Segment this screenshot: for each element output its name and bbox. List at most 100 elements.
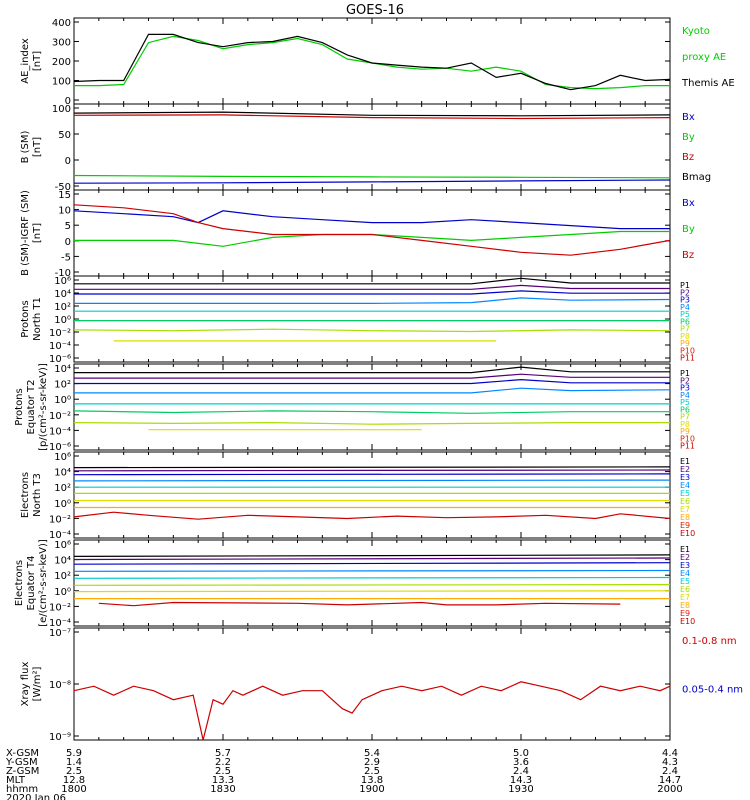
- legend-entry: P9: [680, 427, 690, 436]
- series-line-0: [74, 277, 670, 285]
- y-tick-label: 10⁶: [54, 452, 71, 463]
- legend-entry: By: [682, 224, 695, 235]
- y-tick-label: 10⁻²: [49, 411, 71, 422]
- legend-entry: P4: [680, 303, 690, 312]
- series-line-6: [73, 328, 671, 333]
- y-tick-label: 10⁴: [54, 468, 71, 479]
- series-line-3: [73, 569, 671, 572]
- series-line-8: [98, 601, 621, 607]
- y-tick-label: 400: [52, 18, 71, 29]
- legend-entry: P7: [680, 325, 690, 334]
- y-tick-label: 10⁻⁸: [49, 680, 71, 691]
- legend-entry: E4: [680, 481, 690, 490]
- footer-value-mlt: 12.8: [63, 775, 85, 786]
- series-line-0: [73, 681, 671, 741]
- legend-entry: P2: [680, 376, 690, 385]
- y-tick-label: 200: [52, 57, 71, 68]
- plot-title: GOES-16: [346, 3, 404, 18]
- legend-entry: P5: [680, 398, 690, 407]
- y-tick-label: 0: [65, 156, 71, 167]
- legend-entry: proxy AE: [682, 52, 726, 63]
- panel-frame: [73, 627, 671, 741]
- panel-frame: [73, 539, 671, 627]
- footer-value-mlt: 14.3: [510, 775, 532, 786]
- y-tick-label: 15: [58, 190, 71, 201]
- footer-row-label: Y-GSM: [5, 757, 38, 768]
- y-axis-label: ProtonsEquator T2[p/(cm²-s-sr-keV)]: [14, 363, 49, 451]
- y-tick-label: -50: [55, 182, 71, 193]
- legend-entry: E4: [680, 569, 690, 578]
- series-line-2: [73, 473, 671, 476]
- y-tick-label: 10⁻²: [49, 602, 71, 613]
- legend-entry: E5: [680, 577, 690, 586]
- panel-2: -10 -5 0 5 10 15 B (SM)-IGRF (SM)[nT] Bx By Bz: [20, 189, 695, 279]
- y-tick-label: 5: [65, 221, 71, 232]
- legend-entry: E1: [680, 545, 690, 554]
- legend-entry: P8: [680, 420, 690, 429]
- panel-0: 0 100 200 300 400 AE_index[nT] Kyoto proxy AE Th…: [20, 17, 735, 107]
- y-tick-label: 10⁻⁴: [49, 530, 71, 541]
- y-tick-label: 10⁻⁹: [49, 732, 71, 743]
- series-line-2: [74, 378, 670, 385]
- series-line-0: [74, 366, 670, 374]
- legend-entry: E6: [680, 585, 690, 594]
- series-line-1: [73, 469, 671, 472]
- legend-entry: P2: [680, 288, 690, 297]
- legend-entry: E10: [680, 617, 695, 626]
- y-tick-label: 0: [65, 237, 71, 248]
- legend-entry: P9: [680, 339, 690, 348]
- series-line-6: [73, 590, 671, 593]
- panel-frame: [73, 189, 671, 277]
- footer-value-mlt: 13.3: [212, 775, 234, 786]
- legend-entry: E8: [680, 601, 690, 610]
- legend-entry: E7: [680, 505, 690, 514]
- series-line-3: [73, 179, 671, 184]
- legend-entry: P10: [680, 346, 695, 355]
- y-tick-label: 10²: [54, 483, 71, 494]
- y-tick-label: 50: [58, 130, 71, 141]
- footer-row-label: Z-GSM: [6, 766, 39, 777]
- series-line-0: [73, 210, 670, 230]
- footer-value-mlt: 13.8: [361, 775, 383, 786]
- y-tick-label: 10²: [54, 571, 71, 582]
- series-line-3: [74, 387, 671, 394]
- series-line-2: [73, 174, 671, 179]
- footer-value-hhmm: 1830: [210, 784, 235, 795]
- footer-row-label: MLT: [6, 775, 26, 786]
- legend-entry: P5: [680, 310, 690, 319]
- legend-entry: By: [682, 132, 695, 143]
- legend-entry: P11: [680, 442, 695, 451]
- series-line-1: [74, 284, 670, 290]
- y-tick-label: 10⁻⁶: [49, 442, 71, 453]
- y-tick-label: 10²: [54, 380, 71, 391]
- y-tick-label: 10⁻²: [49, 328, 71, 339]
- y-tick-label: 10⁴: [54, 556, 71, 567]
- y-axis-label: Xray flux[W/m²]: [20, 662, 43, 707]
- y-tick-label: -10: [55, 268, 71, 279]
- series-line-1: [73, 114, 671, 120]
- footer-value-x: 4.4: [662, 748, 678, 759]
- y-tick-label: 10⁻⁴: [49, 341, 71, 352]
- legend-entry: E3: [680, 473, 690, 482]
- y-tick-label: 10⁻⁶: [49, 354, 71, 365]
- y-tick-label: 100: [52, 77, 71, 88]
- legend-entry: P3: [680, 384, 690, 393]
- series-line-5: [73, 583, 671, 586]
- footer-value-y: 2.9: [364, 757, 380, 768]
- y-tick-label: 10⁻²: [49, 514, 71, 525]
- legend-entry: E10: [680, 529, 695, 538]
- series-line-1: [73, 557, 671, 561]
- y-tick-label: -5: [61, 252, 71, 263]
- panel-frame: [73, 451, 671, 539]
- legend-entry: P10: [680, 434, 695, 443]
- legend-entry: E5: [680, 489, 690, 498]
- y-tick-label: 10⁰: [54, 499, 71, 510]
- footer-value-z: 2.5: [66, 766, 82, 777]
- y-axis-label: AE_index[nT]: [20, 38, 43, 84]
